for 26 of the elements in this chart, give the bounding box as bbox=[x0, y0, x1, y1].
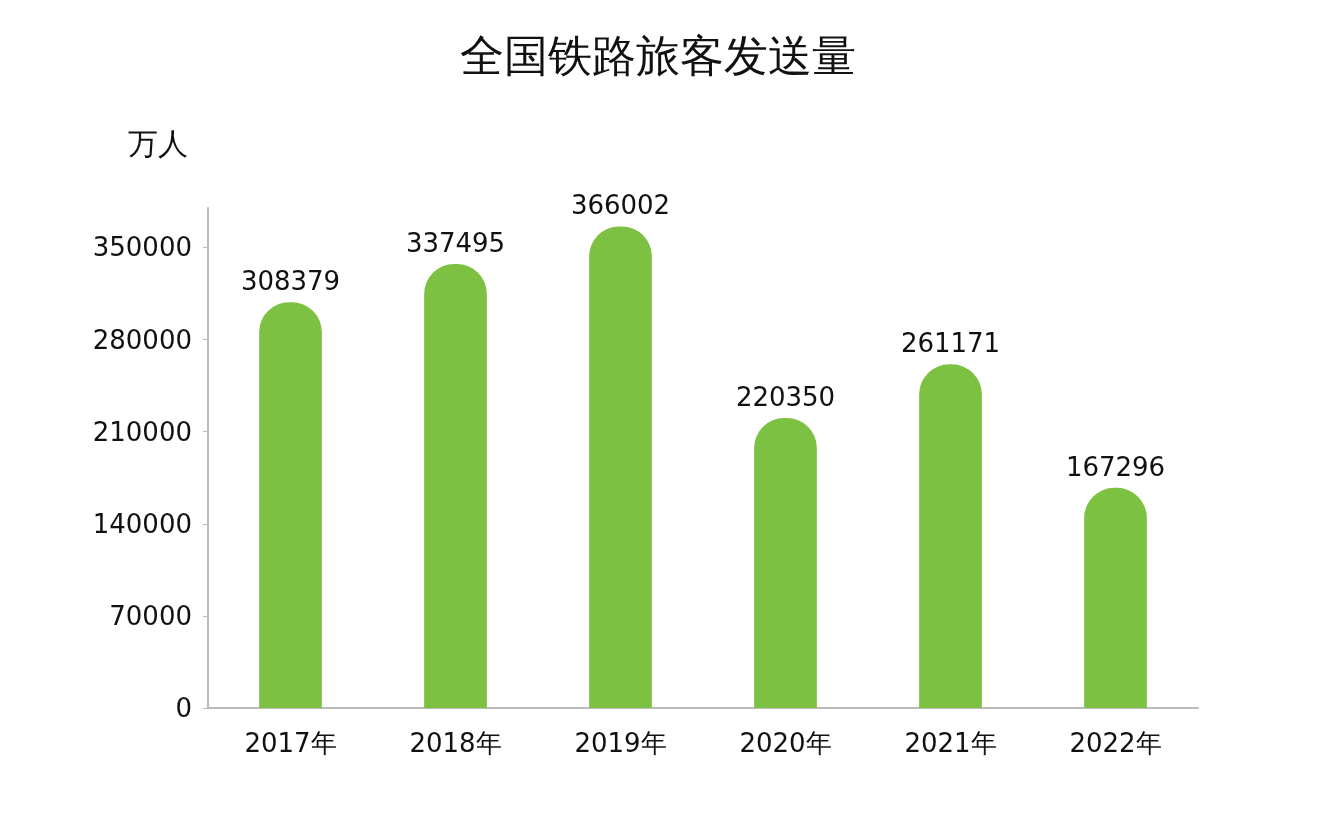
x-tick-label: 2022年 bbox=[1069, 728, 1162, 758]
bar bbox=[259, 302, 322, 708]
chart-title: 全国铁路旅客发送量 bbox=[460, 29, 856, 81]
x-tick-label: 2019年 bbox=[574, 728, 667, 758]
y-tick-label: 0 bbox=[175, 693, 192, 723]
y-tick-label: 350000 bbox=[92, 232, 192, 263]
bar bbox=[424, 263, 487, 708]
bar bbox=[1084, 487, 1147, 708]
x-tick-label: 2021年 bbox=[904, 728, 997, 758]
y-axis-title: 万人 bbox=[128, 125, 188, 161]
data-label: 337495 bbox=[405, 227, 506, 258]
bar bbox=[589, 226, 652, 708]
y-tick-label: 140000 bbox=[92, 508, 192, 539]
y-tick-label: 280000 bbox=[92, 324, 192, 355]
data-label: 366002 bbox=[570, 190, 671, 221]
y-tick-label: 210000 bbox=[92, 416, 192, 447]
y-tick-label: 70000 bbox=[109, 600, 192, 631]
x-tick-label: 2018年 bbox=[409, 728, 502, 758]
bar bbox=[919, 364, 982, 708]
bar bbox=[754, 418, 817, 708]
data-label: 167296 bbox=[1065, 451, 1166, 482]
data-label: 308379 bbox=[240, 266, 341, 297]
data-label: 261171 bbox=[900, 328, 1001, 359]
data-label: 220350 bbox=[735, 382, 836, 413]
x-tick-label: 2020年 bbox=[739, 728, 832, 758]
x-tick-label: 2017年 bbox=[244, 728, 337, 758]
